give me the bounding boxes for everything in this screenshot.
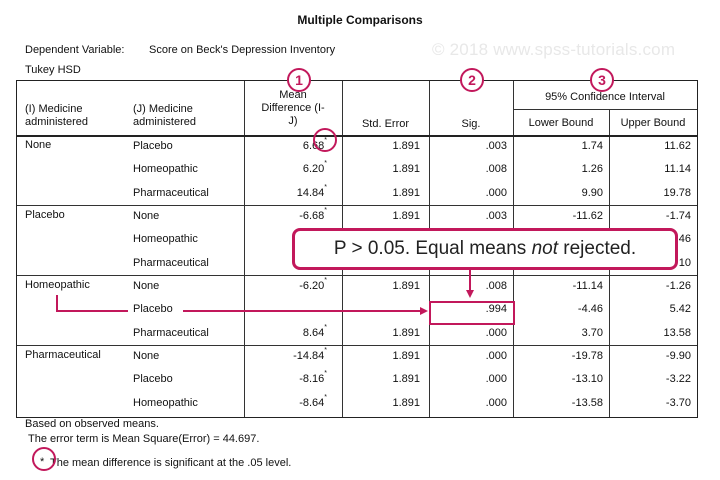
cell-mean-difference: -6.68* [299, 207, 327, 222]
significance-star: * [324, 393, 327, 401]
cell-lower-bound: -4.46 [577, 303, 603, 316]
footnote-observed-means: Based on observed means. [25, 418, 159, 430]
cell-mean-difference: -8.16* [299, 370, 327, 386]
cell-sig: .008 [485, 280, 507, 292]
cell-upper-bound: 46 [678, 233, 691, 246]
cell-sig: .000 [485, 396, 507, 409]
significance-star: * [324, 183, 327, 191]
cell-i-medicine: Homeopathic [25, 279, 90, 291]
cell-lower-bound: -13.58 [571, 396, 603, 409]
cell-mean-difference: 8.64* [302, 323, 327, 339]
cell-upper-bound: 11.14 [664, 163, 691, 176]
cell-i-medicine: Pharmaceutical [25, 349, 101, 361]
cell-j-medicine: None [133, 350, 160, 362]
cell-upper-bound: -1.74 [665, 210, 691, 222]
cell-upper-bound: 13.58 [663, 326, 691, 339]
cell-sig: .003 [485, 210, 507, 222]
annotation-badge-2: 2 [460, 68, 484, 92]
cell-upper-bound: 11.62 [664, 140, 691, 152]
cell-j-medicine: Placebo [133, 140, 173, 152]
cell-sig: .000 [485, 350, 507, 362]
cell-j-medicine: Homeopathic [133, 233, 198, 246]
significance-star: * [324, 207, 327, 214]
cell-lower-bound: 9.90 [581, 186, 603, 199]
cell-j-medicine: None [133, 210, 160, 222]
significance-star: * [324, 370, 327, 378]
cell-upper-bound: -3.22 [665, 373, 691, 386]
cell-std-error: 1.891 [392, 140, 420, 152]
cell-j-medicine: Placebo [133, 303, 173, 316]
cell-lower-bound: -11.14 [572, 280, 603, 292]
annotation-badge-1: 1 [287, 68, 311, 92]
cell-std-error: 1.891 [392, 186, 420, 199]
cell-lower-bound: 1.74 [581, 140, 603, 152]
cell-lower-bound: -19.78 [571, 350, 603, 362]
cell-j-medicine: Pharmaceutical [133, 256, 209, 269]
cell-upper-bound: 5.42 [669, 303, 691, 316]
cell-lower-bound: 3.70 [581, 326, 603, 339]
significance-star: * [324, 160, 327, 168]
cell-sig: .008 [485, 163, 507, 176]
cell-mean-difference: 6.20* [302, 160, 327, 176]
significance-callout: P > 0.05. Equal means not rejected. [292, 228, 678, 270]
highlight-sig-box [429, 301, 515, 325]
cell-upper-bound: -9.90 [665, 350, 691, 362]
cell-sig: .000 [485, 373, 507, 386]
header-confidence-interval: 95% Confidence Interval [545, 91, 665, 103]
arrow-homeopathic-placebo [56, 295, 128, 312]
cell-lower-bound: 1.26 [581, 163, 603, 176]
header-std-error: Std. Error [361, 118, 410, 130]
dependent-variable-label: Dependent Variable: [25, 44, 125, 56]
cell-j-medicine: Pharmaceutical [133, 186, 209, 199]
cell-upper-bound: -3.70 [665, 396, 691, 409]
cell-std-error: 1.891 [392, 326, 420, 339]
dependent-variable-value: Score on Beck's Depression Inventory [149, 44, 336, 56]
cell-j-medicine: Pharmaceutical [133, 326, 209, 339]
cell-std-error: 1.891 [392, 280, 420, 292]
cell-j-medicine: None [133, 280, 160, 292]
cell-upper-bound: 10 [678, 256, 691, 269]
cell-sig: .000 [485, 326, 507, 339]
header-lower-bound: Lower Bound [528, 117, 594, 129]
method-label: Tukey HSD [25, 64, 81, 76]
cell-lower-bound: -11.62 [572, 210, 603, 222]
cell-upper-bound: -1.26 [665, 280, 691, 292]
cell-i-medicine: None [25, 139, 52, 151]
footnote-significance: The mean difference is significant at th… [50, 457, 292, 469]
cell-j-medicine: Placebo [133, 373, 173, 386]
cell-std-error: 1.891 [392, 210, 420, 222]
header-i-medicine: (I) Medicine administered [25, 103, 88, 128]
cell-std-error: 1.891 [392, 350, 420, 362]
significance-star: * [324, 323, 327, 331]
cell-mean-difference: 14.84* [296, 183, 327, 199]
mean-diff-star-circle [313, 128, 337, 152]
cell-std-error: 1.891 [392, 396, 420, 409]
header-mean-difference: Mean Difference (I- J) [261, 89, 325, 127]
cell-std-error: 1.891 [392, 373, 420, 386]
cell-sig: .003 [485, 140, 507, 152]
annotation-badge-3: 3 [590, 68, 614, 92]
cell-std-error: 1.891 [392, 163, 420, 176]
header-sig: Sig. [461, 118, 481, 130]
significance-star: * [324, 347, 327, 354]
footnote-star-circle [32, 447, 56, 471]
cell-sig: .994 [485, 303, 507, 316]
significance-star: * [324, 277, 327, 284]
cell-j-medicine: Homeopathic [133, 396, 198, 409]
footnote-error-term: The error term is Mean Square(Error) = 4… [28, 433, 260, 445]
header-upper-bound: Upper Bound [620, 117, 686, 129]
header-j-medicine: (J) Medicine administered [133, 103, 196, 128]
cell-i-medicine: Placebo [25, 209, 65, 221]
cell-lower-bound: -13.10 [571, 373, 603, 386]
watermark: © 2018 www.spss-tutorials.com [432, 40, 676, 59]
cell-sig: .000 [485, 186, 507, 199]
cell-j-medicine: Homeopathic [133, 163, 198, 176]
cell-upper-bound: 19.78 [663, 186, 691, 199]
cell-mean-difference: -8.64* [299, 393, 327, 409]
table-title: Multiple Comparisons [297, 13, 423, 27]
cell-mean-difference: -14.84* [293, 347, 327, 362]
cell-mean-difference: -6.20* [299, 277, 327, 292]
